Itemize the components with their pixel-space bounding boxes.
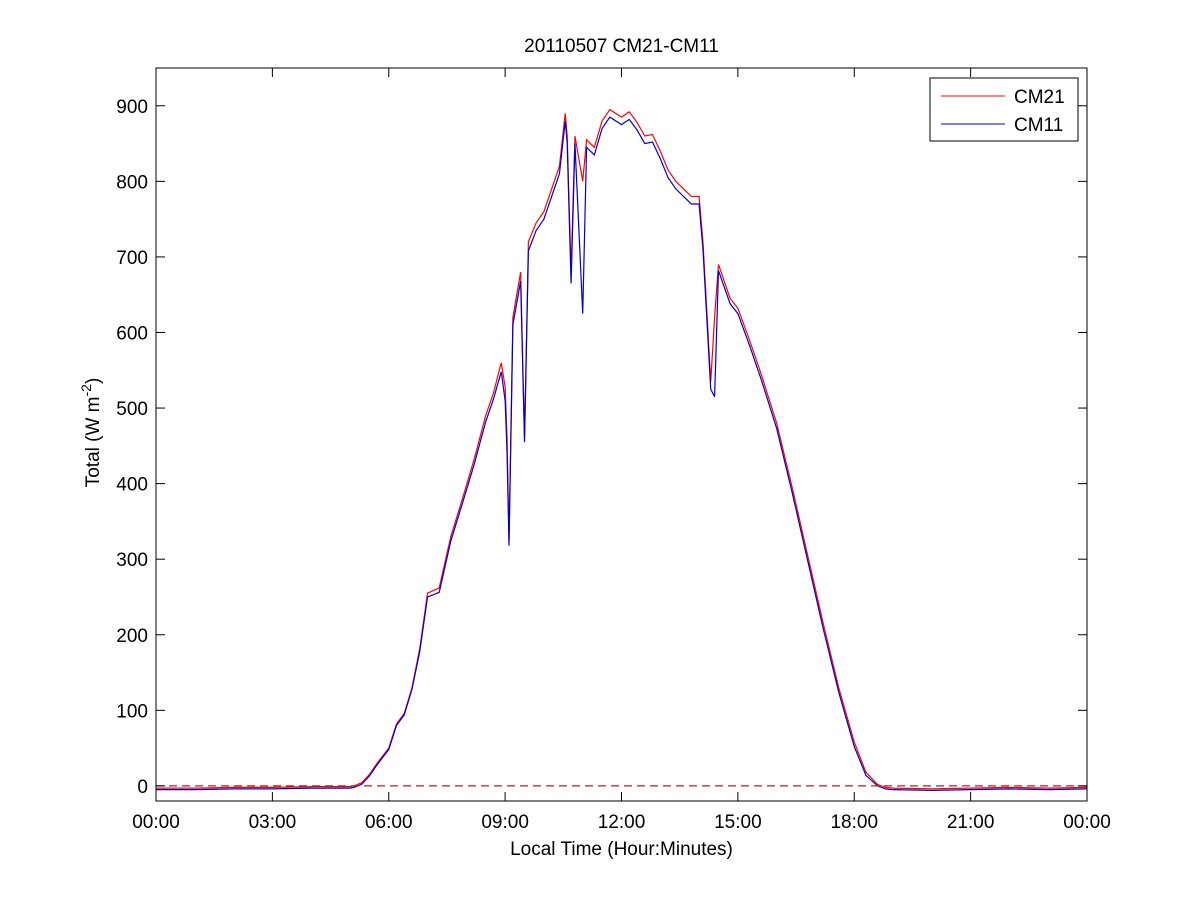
x-tick-label: 03:00 <box>249 812 297 833</box>
y-tick-label: 200 <box>116 626 148 647</box>
y-tick-label: 0 <box>137 777 148 798</box>
x-tick-label: 18:00 <box>830 812 878 833</box>
y-tick-label: 100 <box>116 701 148 722</box>
legend: CM21 CM11 <box>929 77 1079 142</box>
x-tick-label: 15:00 <box>714 812 762 833</box>
y-tick-label: 900 <box>116 97 148 118</box>
x-tick-label: 09:00 <box>481 812 529 833</box>
y-axis-title-prefix: Total (W m <box>83 397 104 488</box>
series-line-cm11 <box>156 116 1088 792</box>
x-tick-label: 12:00 <box>598 812 646 833</box>
y-tick-label: 400 <box>116 475 148 496</box>
x-axis-title: Local Time (Hour:Minutes) <box>510 839 733 860</box>
legend-label-cm11: CM11 <box>1014 115 1063 136</box>
x-tick-label: 06:00 <box>365 812 413 833</box>
y-axis-title-superscript: -2 <box>78 384 94 397</box>
x-tick-label: 21:00 <box>947 812 995 833</box>
y-axis-title: Total (W m-2) <box>78 378 104 488</box>
axis-ticks: 00:00 03:00 06:00 09:00 12:00 15:00 18:00 21:00… <box>116 68 1111 833</box>
chart-title: 20110507 CM21-CM11 <box>524 36 719 57</box>
legend-label-cm21: CM21 <box>1014 87 1065 108</box>
y-tick-label: 600 <box>116 323 148 344</box>
y-tick-label: 300 <box>116 550 148 571</box>
plot-area <box>156 108 1088 792</box>
y-tick-label: 500 <box>116 399 148 420</box>
x-tick-label: 00:00 <box>1063 812 1111 833</box>
x-tick-label: 00:00 <box>132 812 180 833</box>
y-tick-label: 700 <box>116 248 148 269</box>
y-axis-title-suffix: ) <box>83 378 104 384</box>
legend-box <box>929 77 1079 142</box>
y-tick-label: 800 <box>116 172 148 193</box>
